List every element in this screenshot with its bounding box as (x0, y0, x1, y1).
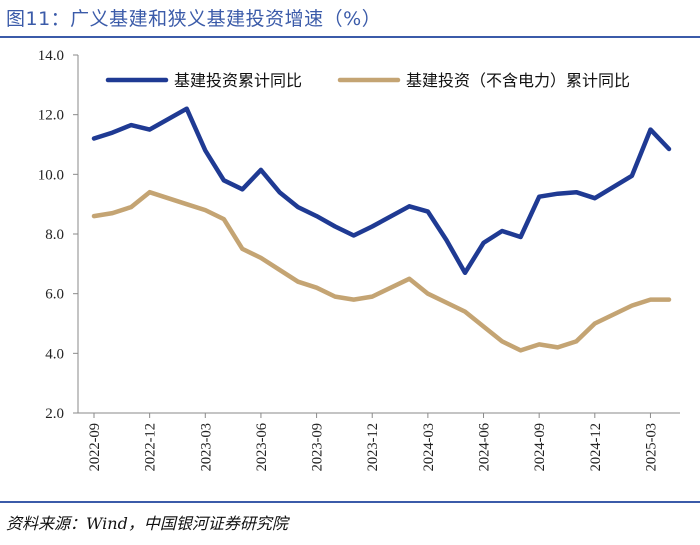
y-tick-label: 6.0 (45, 287, 64, 303)
y-tick-label: 2.0 (45, 406, 64, 422)
y-tick-label: 8.0 (45, 227, 64, 243)
series-line-2 (91, 189, 672, 353)
x-tick-label: 2023-06 (254, 423, 270, 471)
chart-axes: 2.0 4.0 6.0 8.0 10.0 12.0 14.0 2022-09 2022-12 20… (38, 48, 680, 471)
x-tick-label: 2023-03 (198, 423, 214, 471)
x-tick-label: 2024-06 (477, 423, 493, 471)
x-tick-label: 2022-09 (87, 423, 103, 471)
source-rule (0, 501, 700, 503)
x-tick-label: 2023-12 (365, 423, 381, 471)
x-tick-label: 2025-03 (643, 423, 659, 471)
source-note: 资料来源：Wind，中国银河证券研究院 (6, 514, 288, 533)
line-chart: 2.0 4.0 6.0 8.0 10.0 12.0 14.0 2022-09 2022-12 20… (38, 48, 680, 471)
title-rule (0, 36, 700, 38)
x-tick-label: 2024-03 (421, 423, 437, 471)
figure-title: 图11：广义基建和狭义基建投资增速（%） (6, 8, 382, 30)
x-tick-label: 2024-12 (588, 423, 604, 471)
x-tick-label: 2022-12 (143, 423, 159, 471)
series-line-1 (91, 106, 672, 276)
legend-label-1: 基建投资累计同比 (174, 71, 302, 90)
y-tick-label: 10.0 (38, 167, 64, 183)
chart-series (91, 106, 672, 353)
x-tick-label: 2023-09 (310, 423, 326, 471)
legend-label-2: 基建投资（不含电力）累计同比 (406, 71, 630, 90)
x-tick-label: 2024-09 (532, 423, 548, 471)
y-tick-label: 4.0 (45, 346, 64, 362)
y-tick-label: 14.0 (38, 48, 64, 64)
chart-legend: 基建投资累计同比 基建投资（不含电力）累计同比 (105, 71, 630, 90)
y-tick-label: 12.0 (38, 108, 64, 124)
